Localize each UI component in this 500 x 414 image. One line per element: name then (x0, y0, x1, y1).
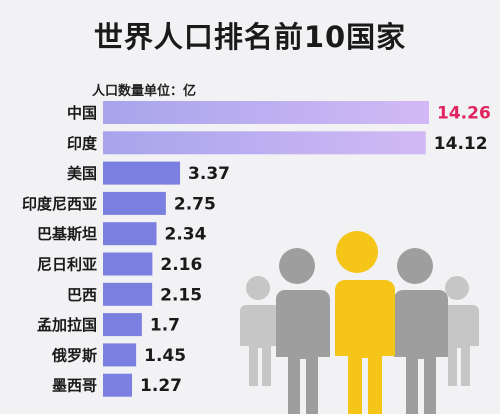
category-label: 中国 (67, 104, 97, 122)
person-far-right-icon (439, 276, 479, 386)
bar (103, 161, 181, 185)
bar (103, 191, 166, 215)
bar (103, 131, 426, 155)
category-label: 印度尼西亚 (22, 195, 97, 213)
value-label: 1.7 (150, 316, 180, 336)
category-label: 印度 (67, 134, 98, 152)
person-far-left-icon (240, 276, 280, 386)
value-label: 2.15 (160, 285, 202, 305)
category-label: 美国 (67, 165, 97, 183)
bar (103, 222, 157, 246)
bar (103, 313, 142, 337)
bar (103, 343, 137, 367)
category-label: 巴西 (67, 286, 97, 304)
value-label: 14.26 (437, 104, 491, 124)
category-label: 尼日利亚 (37, 256, 97, 274)
bar (103, 373, 133, 397)
category-label: 巴基斯坦 (37, 225, 97, 243)
bar (103, 252, 153, 276)
category-label: 俄罗斯 (51, 346, 97, 364)
person-left-icon (273, 248, 330, 414)
category-label: 孟加拉国 (37, 316, 97, 334)
value-label: 2.16 (160, 255, 202, 275)
chart-title: 世界人口排名前10国家 (93, 20, 407, 54)
value-label: 14.12 (434, 134, 488, 154)
person-right-icon (391, 248, 448, 414)
value-label: 2.34 (164, 225, 206, 245)
bar (103, 282, 153, 306)
person-center-icon (329, 231, 395, 414)
unit-label: 人口数量单位：亿 (92, 84, 197, 99)
value-label: 1.45 (144, 346, 186, 366)
category-label: 墨西哥 (52, 377, 97, 395)
value-label: 2.75 (174, 194, 216, 214)
bar (103, 101, 429, 124)
value-label: 3.37 (188, 164, 230, 184)
value-label: 1.27 (140, 376, 182, 396)
